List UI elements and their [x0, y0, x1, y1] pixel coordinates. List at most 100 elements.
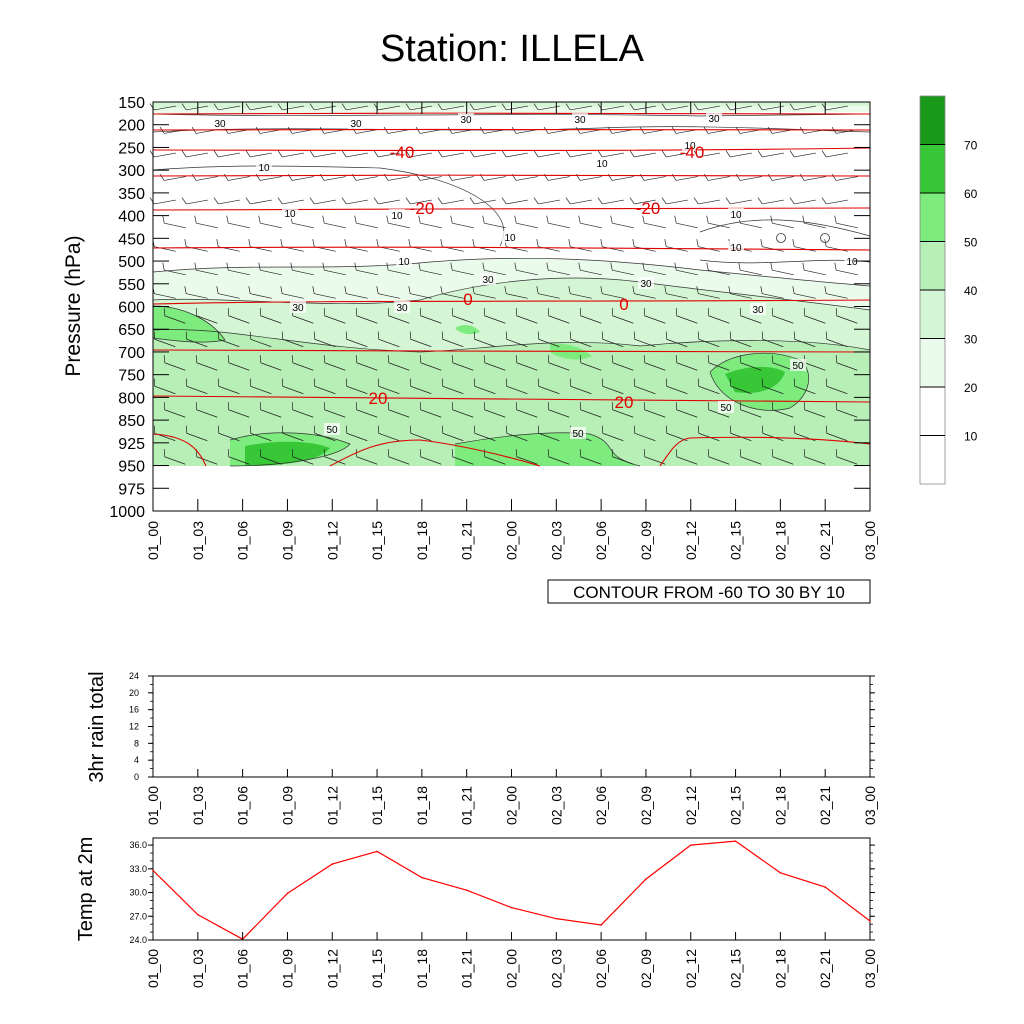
wind-barb [309, 197, 336, 205]
wind-barb-feather [643, 402, 646, 410]
contour-label-bg [682, 139, 698, 151]
wind-barb-shaft [186, 199, 208, 205]
wind-barb [162, 262, 186, 276]
wind-barb-feather [803, 449, 806, 457]
wind-barb [665, 378, 688, 395]
contour-label-bg [728, 241, 744, 253]
wind-barb-feather [473, 425, 476, 434]
wind-barb-shaft [388, 176, 410, 181]
wind-barb-shaft [804, 269, 826, 276]
wind-barb-feather [793, 331, 796, 340]
wind-barb-feather [409, 425, 412, 434]
temp-tick-label: 33.0 [129, 864, 147, 874]
wind-barb-feather [693, 103, 699, 111]
wind-barb [277, 150, 304, 158]
wind-barb [441, 425, 464, 442]
wind-barb-shaft [484, 269, 506, 276]
wind-barb-feather [376, 286, 379, 294]
wind-barb-shaft [442, 152, 464, 158]
humidity-contour-line [152, 126, 871, 133]
wind-barb-shaft [260, 176, 282, 181]
rain-time-axis: 01_00 01_03 01_06 01_09 01_12 01_15 01_18 01_21… [145, 769, 878, 825]
wind-barb [803, 449, 826, 465]
temperature-point [376, 850, 378, 853]
contour-label-bg [458, 113, 474, 125]
wind-barb-feather [771, 449, 774, 457]
wind-barb-feather [643, 308, 646, 316]
wind-barb [661, 197, 688, 205]
wind-barb-shaft [666, 338, 688, 348]
wind-barb-shaft [474, 152, 496, 158]
wind-barb [441, 331, 464, 348]
wind-barb-feather [162, 215, 165, 224]
wind-barb-shaft [602, 293, 624, 299]
wind-barb [761, 378, 784, 395]
wind-barb-feather [579, 402, 582, 410]
wind-barb-shaft [292, 222, 314, 229]
wind-barb-shaft [346, 432, 368, 442]
wind-barb [323, 308, 346, 324]
wind-barb-shaft [452, 269, 474, 276]
wind-barb-shaft [644, 362, 666, 371]
humidity-contour-label: 10 [504, 233, 516, 244]
wind-barb [483, 449, 506, 465]
wind-barb-feather [789, 197, 795, 205]
wind-barb-shaft [356, 176, 378, 181]
wind-barb-shaft [634, 105, 656, 111]
wind-barb-shaft [346, 338, 368, 348]
wind-barb-feather [387, 402, 390, 410]
wind-barb-feather [633, 378, 636, 387]
wind-barb [629, 103, 656, 111]
wind-barb [629, 150, 656, 158]
wind-barb-shaft [484, 456, 506, 465]
wind-barb-feather [642, 215, 645, 224]
wind-barb-shaft [218, 432, 240, 442]
pressure-tick-label: 975 [118, 481, 145, 498]
wind-barb [611, 308, 634, 324]
wind-barb-shaft [250, 432, 272, 442]
wind-barb-shaft [228, 269, 250, 276]
wind-barb [437, 103, 464, 111]
wind-barbs [149, 103, 858, 465]
wind-barb-feather [739, 402, 742, 410]
wind-barb-shaft [154, 385, 176, 395]
wind-barb [725, 103, 752, 111]
wind-barb [761, 425, 784, 442]
wind-barb [511, 126, 538, 134]
wind-barb-feather [377, 331, 380, 340]
wind-barb [213, 103, 240, 111]
wind-barb-feather [664, 239, 667, 247]
wind-barb [643, 308, 666, 324]
wind-barb [419, 308, 442, 324]
wind-barb-shaft [826, 432, 848, 442]
wind-barb-shaft [378, 152, 400, 158]
wind-barb-feather [632, 239, 635, 247]
wind-barb-shaft [484, 315, 506, 324]
wind-barb-feather [195, 308, 198, 316]
wind-barb [515, 308, 538, 324]
contour-label-bg [790, 359, 806, 371]
wind-barb-shaft [484, 409, 506, 418]
wind-barb-shaft [602, 152, 624, 158]
wind-barb-shaft [186, 152, 208, 158]
wind-barb-shaft [548, 269, 570, 276]
wind-barb-feather [309, 103, 315, 111]
time-tick-label: 02_09 [638, 949, 654, 988]
wind-barb [835, 402, 858, 418]
wind-barb-shaft [260, 269, 282, 276]
wind-barb [514, 215, 538, 229]
wind-barb [217, 425, 240, 442]
wind-barb [693, 150, 720, 158]
wind-barb-feather [216, 239, 219, 247]
wind-barb-feather [707, 449, 710, 457]
wind-barb-shaft [730, 338, 752, 348]
wind-barb [469, 150, 496, 158]
temp-time-axis: 01_00 01_03 01_06 01_09 01_12 01_15 01_18 01_21… [145, 932, 878, 988]
wind-barb-shaft [388, 269, 410, 276]
wind-barb-shaft [282, 432, 304, 442]
contour-label-bg [638, 277, 654, 289]
temperature-point [734, 840, 737, 842]
wind-barb [661, 103, 688, 111]
wind-barb-shaft [644, 269, 666, 276]
wind-barb-shaft [698, 293, 720, 299]
